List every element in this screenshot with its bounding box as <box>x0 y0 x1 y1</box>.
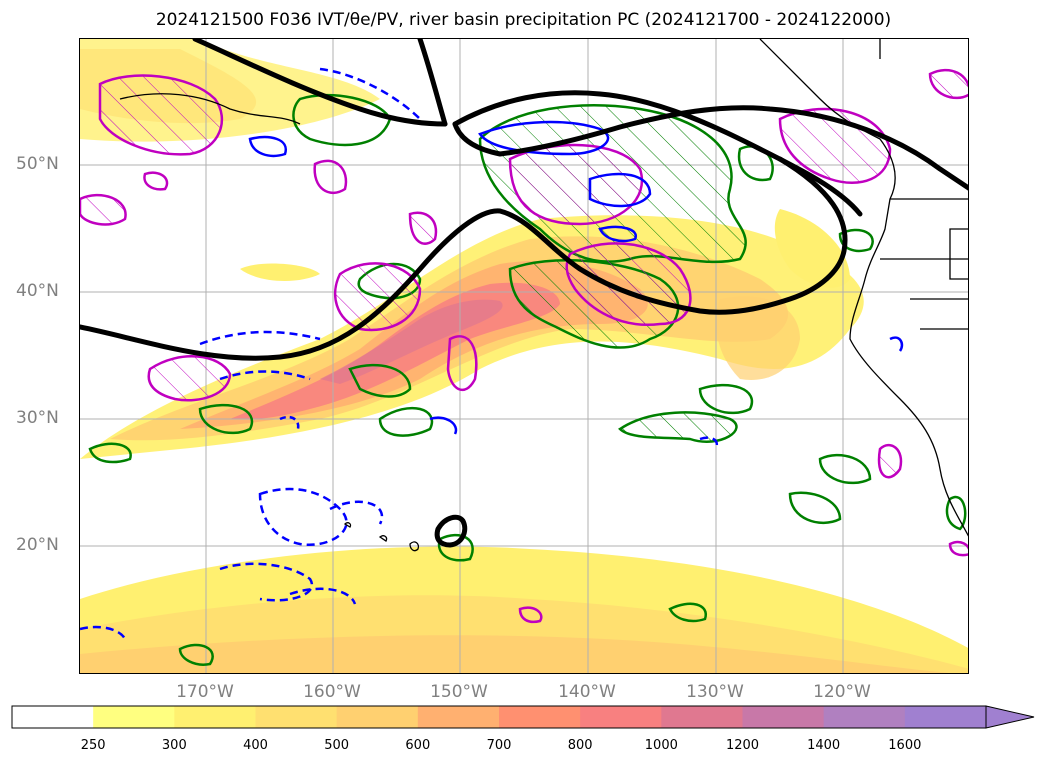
lon-label-170w: 170°W <box>176 682 234 702</box>
colorbar-swatch <box>742 706 825 728</box>
colorbar-tick-label: 250 <box>80 738 106 753</box>
colorbar-swatch <box>580 706 662 728</box>
lon-label-130w: 130°W <box>686 682 744 702</box>
colorbar-swatch <box>417 706 500 728</box>
lon-label-120w: 120°W <box>813 682 871 702</box>
colorbar-swatch <box>823 706 906 728</box>
colorbar-swatch <box>12 706 94 728</box>
colorbar-tick-label: 700 <box>486 738 512 753</box>
pv-contours <box>80 67 904 640</box>
coastlines <box>119 39 968 552</box>
lat-label-50n: 50°N <box>16 154 59 174</box>
colorbar-tick-label: 600 <box>405 738 431 753</box>
colorbar-tick-label: 1000 <box>644 738 678 753</box>
colorbar-swatch <box>93 706 175 728</box>
colorbar-swatch <box>661 706 743 728</box>
colorbar-tick-label: 1200 <box>725 738 760 753</box>
colorbar-swatch <box>499 706 581 728</box>
lat-label-40n: 40°N <box>16 281 59 301</box>
ivt-colorbar <box>11 705 1035 729</box>
lon-label-160w: 160°W <box>303 682 361 702</box>
lat-label-20n: 20°N <box>16 535 59 555</box>
colorbar-swatch <box>174 706 256 728</box>
theta-e-contours <box>80 39 968 548</box>
colorbar-swatch <box>255 706 338 728</box>
map-canvas <box>80 39 968 673</box>
colorbar-extend-arrow <box>985 705 1035 729</box>
lat-label-30n: 30°N <box>16 408 59 428</box>
colorbar-tick-label: 300 <box>161 738 187 753</box>
lon-label-140w: 140°W <box>558 682 616 702</box>
colorbar-tick-label: 400 <box>243 738 268 753</box>
colorbar-segments <box>12 706 987 728</box>
map-panel <box>79 38 969 674</box>
colorbar-tick-label: 800 <box>567 738 593 753</box>
colorbar-tick-label: 500 <box>324 738 350 753</box>
colorbar-tick-label: 1600 <box>888 738 922 753</box>
colorbar-outline <box>11 705 987 729</box>
colorbar-swatch <box>904 706 987 728</box>
colorbar-swatch <box>336 706 419 728</box>
map-title: 2024121500 F036 IVT/θe/PV, river basin p… <box>155 10 892 30</box>
colorbar-tick-label: 1400 <box>807 738 841 753</box>
lon-label-150w: 150°W <box>430 682 488 702</box>
